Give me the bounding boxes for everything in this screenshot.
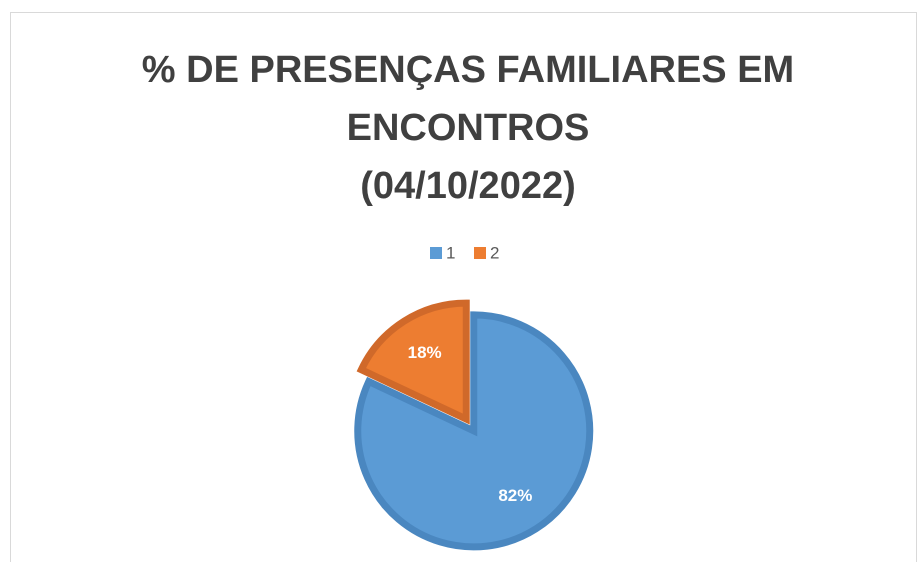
chart-title: % DE PRESENÇAS FAMILIARES EM	[142, 49, 794, 91]
chart-title: (04/10/2022)	[360, 165, 576, 207]
legend-label: 2	[490, 243, 499, 262]
data-label: 82%	[498, 486, 532, 505]
chart-title: ENCONTROS	[347, 107, 590, 149]
legend-swatch	[474, 247, 486, 259]
legend-swatch	[430, 247, 442, 259]
legend-label: 1	[446, 243, 455, 262]
pie-slice	[354, 311, 594, 551]
pie-slice	[356, 299, 470, 425]
data-label: 18%	[408, 343, 442, 362]
